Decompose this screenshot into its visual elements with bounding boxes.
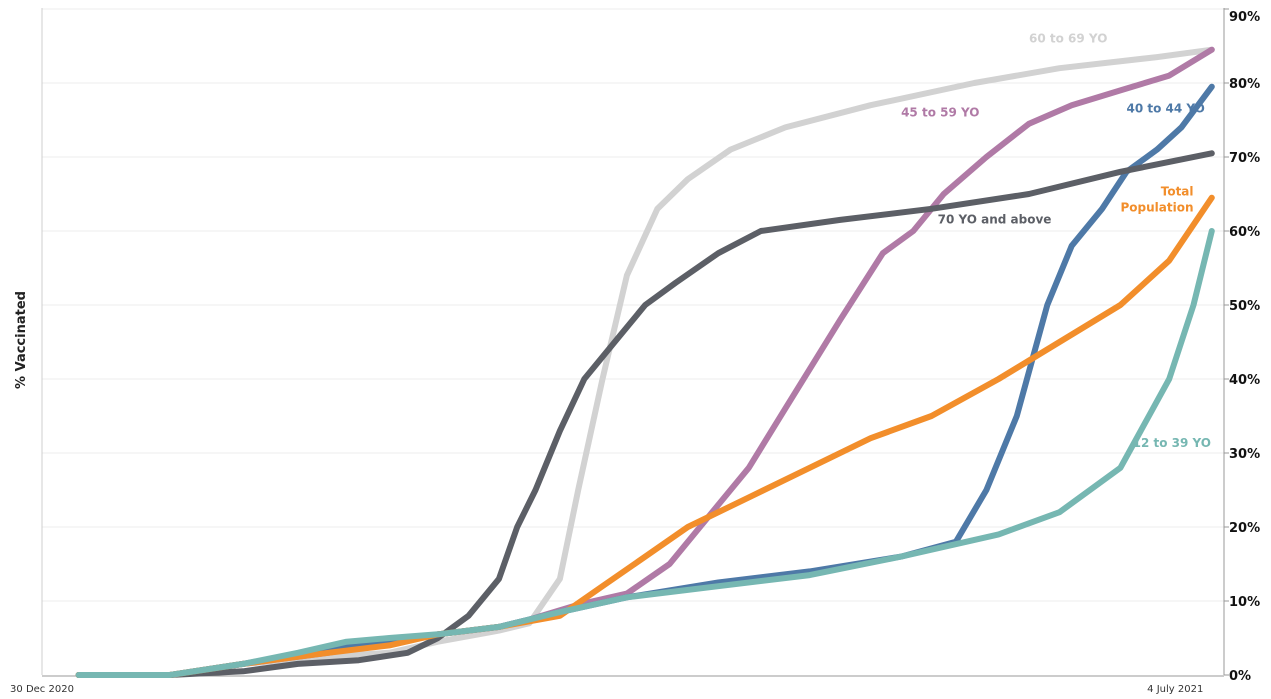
series-label-60-to-69-yo: 60 to 69 YO xyxy=(1029,31,1107,45)
series-line-45-to-59-yo xyxy=(75,46,1215,678)
y-tick-label: 20% xyxy=(1229,521,1260,536)
y-tick-label: 10% xyxy=(1229,595,1260,610)
series-line-12-to-39-yo xyxy=(75,228,1215,678)
y-tick-label: 30% xyxy=(1229,447,1260,462)
series-line-40-to-44-yo xyxy=(75,83,1215,678)
y-tick-label: 50% xyxy=(1229,299,1260,314)
x-tick-labels: 30 Dec 2020 4 July 2021 xyxy=(10,684,1203,695)
y-tick-label: 80% xyxy=(1229,77,1260,92)
x-tick-label: 30 Dec 2020 xyxy=(10,684,74,695)
y-tick-label: 0% xyxy=(1229,669,1251,684)
series-label-70-yo-and-above: 70 YO and above xyxy=(938,213,1052,227)
series-line-total-population xyxy=(75,194,1215,678)
series-lines xyxy=(75,46,1215,678)
x-tick-label: 4 July 2021 xyxy=(1147,684,1203,695)
y-axis-label: % Vaccinated xyxy=(14,291,29,389)
series-labels: 60 to 69 YO 45 to 59 YO 40 to 44 YO 70 YO a… xyxy=(901,31,1211,450)
series-label-45-to-59-yo: 45 to 59 YO xyxy=(901,105,979,119)
gridlines xyxy=(42,8,1224,602)
y-tick-label: 90% xyxy=(1229,10,1260,25)
axes xyxy=(41,8,1229,677)
series-label-total-population: Total Population xyxy=(1121,184,1194,214)
series-label-40-to-44-yo: 40 to 44 YO xyxy=(1127,102,1205,116)
series-line-70-yo-and-above xyxy=(75,150,1215,678)
series-label-12-to-39-yo: 12 to 39 YO xyxy=(1133,436,1211,450)
y-tick-label: 70% xyxy=(1229,151,1260,166)
y-tick-label: 60% xyxy=(1229,225,1260,240)
series-line-60-to-69-yo xyxy=(75,46,1215,678)
y-tick-label: 40% xyxy=(1229,373,1260,388)
y-tick-labels: 0% 10% 20% 30% 40% 50% 60% 70% 80% 90% xyxy=(1229,10,1260,684)
